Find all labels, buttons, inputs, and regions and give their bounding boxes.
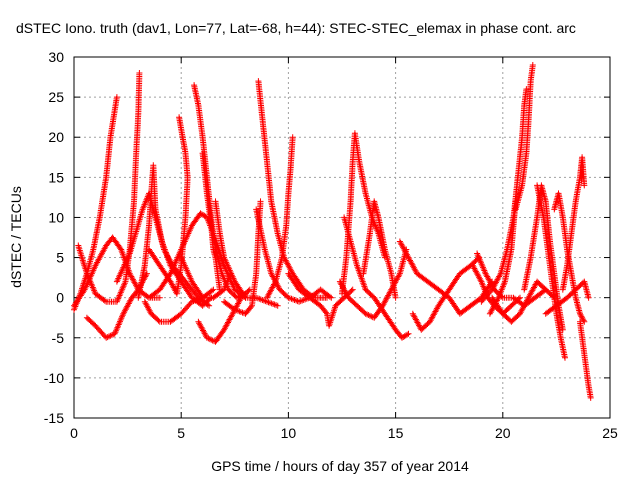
x-tick-label: 10: [281, 425, 297, 441]
series-markers: [396, 238, 496, 317]
x-tick-label: 25: [602, 425, 618, 441]
series-arc-k: [178, 254, 234, 301]
series-arc-u: [341, 214, 412, 341]
x-tick-label: 15: [388, 425, 404, 441]
series-arc-b: [75, 70, 143, 305]
data-series: [71, 62, 594, 401]
y-tick-label: 5: [56, 250, 64, 266]
series-arc-n: [212, 198, 281, 309]
series-markers: [199, 150, 223, 293]
series-arc-w: [360, 198, 399, 301]
x-tick-label: 0: [70, 425, 78, 441]
series-markers: [146, 114, 191, 297]
series-arc-ai: [559, 154, 588, 293]
y-tick-label: -10: [44, 370, 64, 386]
series-arc-y: [409, 254, 483, 333]
series-markers: [341, 214, 412, 341]
series-markers: [542, 278, 592, 317]
y-tick-label: 25: [48, 89, 64, 105]
series-markers: [75, 70, 143, 305]
x-tick-label: 20: [495, 425, 511, 441]
series-arc-ak: [542, 278, 592, 317]
axis-ticks: 0 5 10 15 20 25 -15 -10 -5 0 5 10 15 20 25 30: [44, 49, 618, 441]
series-arc-aj: [577, 318, 594, 401]
series-markers: [255, 78, 330, 301]
series-markers: [113, 190, 213, 309]
series-markers: [285, 270, 356, 329]
series-arc-s: [285, 270, 356, 329]
y-tick-label: -15: [44, 410, 64, 426]
y-axis-title: dSTEC / TECUs: [8, 186, 24, 288]
series-arc-f: [113, 190, 213, 309]
y-tick-label: 0: [56, 290, 64, 306]
chart-title: dSTEC Iono. truth (dav1, Lon=77, Lat=-68…: [16, 20, 576, 36]
series-markers: [559, 154, 588, 293]
y-tick-label: 30: [48, 49, 64, 65]
series-markers: [534, 182, 568, 361]
y-tick-label: 20: [48, 129, 64, 145]
series-arc-r: [253, 206, 335, 305]
series-markers: [71, 94, 120, 313]
series-markers: [577, 318, 594, 401]
series-arc-l: [199, 150, 223, 293]
series-arc-ad: [489, 278, 558, 325]
series-markers: [212, 198, 281, 309]
series-markers: [360, 198, 399, 301]
series-arc-ag: [534, 182, 568, 361]
series-arc-a: [71, 94, 120, 313]
y-tick-label: 10: [48, 209, 64, 225]
series-markers: [253, 206, 335, 305]
series-markers: [512, 62, 536, 213]
series-arc-x: [396, 238, 496, 317]
series-markers: [178, 254, 234, 301]
series-arc-ae: [512, 62, 536, 213]
series-arc-i: [146, 114, 191, 297]
y-tick-label: 15: [48, 169, 64, 185]
y-tick-label: -5: [52, 330, 65, 346]
series-markers: [409, 254, 483, 333]
series-markers: [489, 278, 558, 325]
x-axis-title: GPS time / hours of day 357 of year 2014: [211, 458, 469, 474]
series-arc-p: [255, 78, 330, 301]
x-tick-label: 5: [177, 425, 185, 441]
plot-frame: [73, 56, 611, 419]
